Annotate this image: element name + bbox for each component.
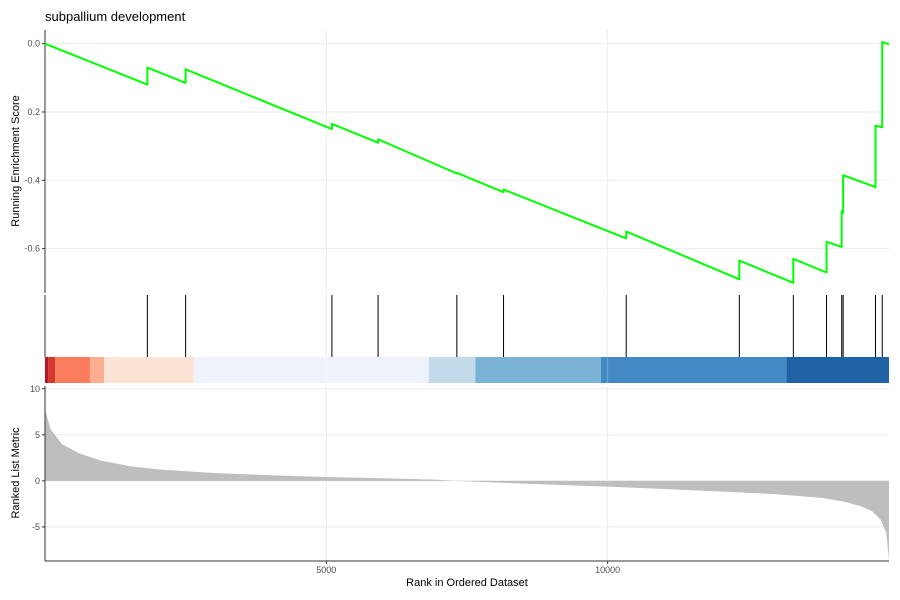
x-tick-label: 5000	[316, 565, 336, 575]
rank-heatmap-segment	[600, 357, 787, 383]
rank-heatmap-segment	[55, 357, 90, 383]
rank-heatmap-segment	[194, 357, 429, 383]
y-tick-label: 0.2	[27, 107, 40, 117]
ranked-metric-panel: 10 5 0 -5 5000 10000	[30, 384, 889, 575]
y-tick-label: 0.0	[27, 39, 40, 49]
ranked-metric-axis-title: Ranked List Metric	[10, 427, 22, 519]
rank-heatmap-segment	[44, 357, 49, 383]
rank-heatmap-segment	[786, 357, 889, 383]
x-tick-label: 10000	[595, 565, 620, 575]
rank-heatmap-panel	[44, 357, 889, 383]
rank-heatmap-segment	[475, 357, 601, 383]
x-axis-title: Rank in Ordered Dataset	[406, 577, 528, 589]
rank-heatmap-segment	[104, 357, 195, 383]
rank-heatmap-segment	[48, 357, 56, 383]
running-score-line	[44, 41, 890, 284]
ranked-metric-area	[44, 409, 889, 561]
running-score-panel: 0.0 0.2 -0.4 -0.6	[24, 30, 890, 293]
y-tick-label: -5	[32, 522, 40, 532]
running-score-axis-title: Running Enrichment Score	[10, 95, 22, 226]
y-tick-label: -0.4	[24, 175, 40, 185]
y-tick-label: -0.6	[24, 244, 40, 254]
y-tick-label: 0	[35, 476, 40, 486]
plot-title: subpallium development	[45, 9, 186, 24]
y-tick-label: 5	[35, 430, 40, 440]
y-tick-label: 10	[30, 384, 40, 394]
rank-heatmap-segment	[89, 357, 105, 383]
rank-heatmap-segment	[428, 357, 476, 383]
